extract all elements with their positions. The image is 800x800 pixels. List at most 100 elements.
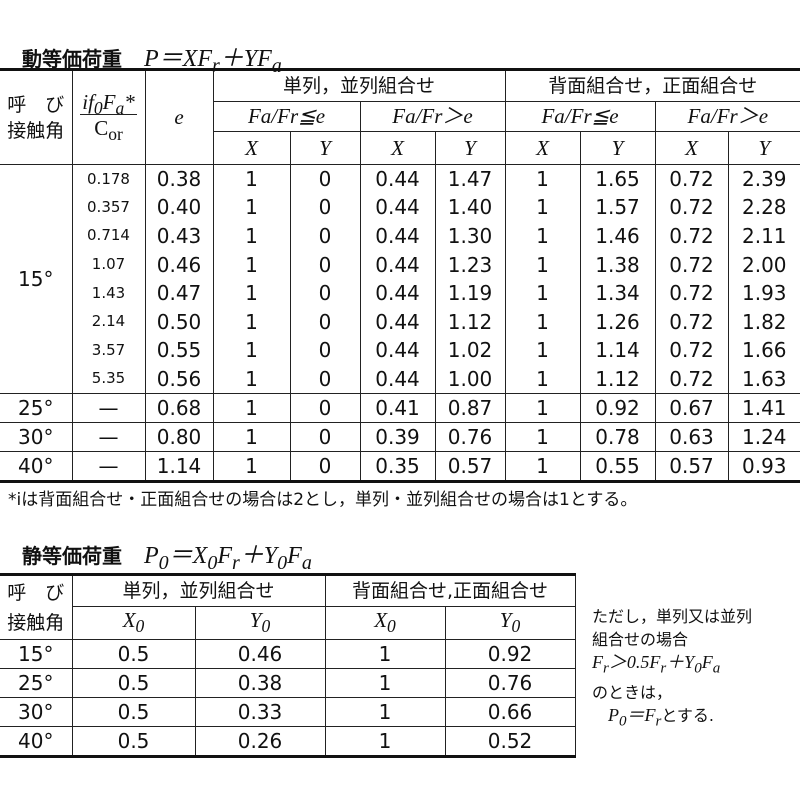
header-back: 背面組合せ，正面組合せ (504, 69, 800, 102)
value-cell: 0.76 (434, 421, 506, 452)
value-cell: 0.72 (654, 193, 729, 222)
header-y: Y (579, 131, 656, 165)
table-row: 40° 0.5 0.26 1 0.52 (0, 726, 576, 757)
value-cell: 0 (289, 250, 361, 279)
value-cell: 1 (212, 278, 291, 308)
header-cond2: Fa/Fr＞e (654, 101, 800, 132)
value-cell: 1.57 (579, 193, 656, 222)
value-cell: 0.5 (71, 639, 196, 669)
table-row: 15° 0.5 0.46 1 0.92 (0, 639, 576, 669)
header-cond2: Fa/Fr＞e (359, 101, 506, 132)
value-cell: 0.44 (359, 364, 436, 394)
value-cell: 1 (212, 364, 291, 394)
header-y0: Y0 (444, 606, 576, 640)
value-cell: 2.00 (727, 250, 800, 279)
value-cell: 0.5 (71, 697, 196, 727)
value-cell: 1.40 (434, 193, 506, 222)
value-cell: 1.38 (579, 250, 656, 279)
dynamic-formula: P＝XFr＋YFa (144, 46, 282, 77)
value-cell: 1 (504, 450, 581, 482)
header-x: X (654, 131, 729, 165)
value-cell: 1.26 (579, 307, 656, 337)
header-x: X (504, 131, 581, 165)
header-angle: 呼 び接触角 (0, 69, 73, 165)
value-cell: 0.38 (194, 668, 326, 698)
value-cell: 1.34 (579, 278, 656, 308)
ratio-cell: 3.57 (72, 336, 146, 365)
value-cell: 0.92 (444, 639, 576, 669)
angle-cell: 25° (0, 392, 73, 423)
ratio-cell: 0.178 (71, 164, 146, 194)
value-cell: 1.14 (144, 450, 214, 482)
static-formula: P0＝X0Fr＋Y0Fa (144, 543, 312, 574)
value-cell: 1 (212, 193, 291, 222)
note-formula: Fr＞0.5Fr＋Y0Fa (592, 652, 721, 677)
value-cell: 1.24 (727, 421, 800, 452)
ratio-cell: 1.43 (72, 278, 146, 308)
footnote: *iは背面組合せ・正面組合せの場合は2とし，単列・並列組合せの場合は1とする。 (8, 490, 638, 510)
static-title-text: 静等価荷重 (22, 544, 122, 568)
angle-cell: 15° (0, 164, 73, 394)
value-cell: 0.93 (727, 450, 800, 482)
value-cell: 1 (504, 307, 581, 337)
value-cell: 1 (504, 221, 581, 251)
value-cell: 0.57 (654, 450, 729, 482)
value-cell: 0.44 (359, 164, 436, 194)
table-row: 5.35 0.56 1 0 0.44 1.00 1 1.12 0.72 1.63 (0, 364, 800, 394)
value-cell: 0.44 (359, 336, 436, 365)
value-cell: 0 (289, 421, 361, 452)
header-x0: X0 (72, 606, 196, 640)
header-angle: 呼 び接触角 (0, 574, 73, 640)
dynamic-load-title: 動等価荷重 P＝XFr＋YFa (22, 38, 282, 78)
value-cell: 1 (212, 164, 291, 194)
value-cell: 1.41 (727, 392, 800, 423)
value-cell: 0.41 (359, 392, 436, 423)
value-cell: 1 (504, 336, 581, 365)
angle-cell: 15° (0, 639, 73, 669)
value-cell: 0.76 (444, 668, 576, 698)
value-cell: 0.72 (654, 221, 729, 251)
header-y: Y (727, 131, 800, 165)
value-cell: 0.67 (654, 392, 729, 423)
value-cell: 0.5 (71, 726, 196, 757)
value-cell: 0.39 (359, 421, 436, 452)
note-line: のときは， (592, 682, 673, 702)
value-cell: 0.35 (359, 450, 436, 482)
value-cell: 1 (504, 392, 581, 423)
value-cell: 1.82 (727, 307, 800, 337)
value-cell: 1 (504, 278, 581, 308)
value-cell: 0 (289, 364, 361, 394)
value-cell: 1 (504, 164, 581, 194)
value-cell: 1.47 (434, 164, 506, 194)
value-cell: 0 (289, 336, 361, 365)
ratio-cell: 0.357 (72, 193, 146, 222)
value-cell: 0 (289, 164, 361, 194)
value-cell: 1.93 (727, 278, 800, 308)
ratio-cell: 5.35 (72, 364, 146, 394)
angle-cell: 40° (0, 726, 73, 757)
value-cell: 1 (504, 421, 581, 452)
table-row: 1.43 0.47 1 0 0.44 1.19 1 1.34 0.72 1.93 (0, 278, 800, 308)
value-cell: 0.44 (359, 307, 436, 337)
table-row: 0.357 0.40 1 0 0.44 1.40 1 1.57 0.72 2.28 (0, 193, 800, 222)
value-cell: 0.50 (144, 307, 214, 337)
table-row: 25° —0.68 1 0 0.41 0.87 1 0.92 0.67 1.41 (0, 392, 800, 423)
header-cond1: Fa/Fr≦e (504, 101, 656, 132)
value-cell: 0.92 (579, 392, 656, 423)
dynamic-title-text: 動等価荷重 (22, 47, 122, 71)
header-x: X (213, 131, 291, 165)
value-cell: 1 (324, 697, 446, 727)
value-cell: 0 (289, 392, 361, 423)
value-cell: 0.56 (144, 364, 214, 394)
value-cell: 0.87 (434, 392, 506, 423)
value-cell: 0.55 (144, 336, 214, 365)
value-cell: 1.66 (727, 336, 800, 365)
angle-cell: 30° (0, 421, 73, 452)
table-row: 30° —0.80 1 0 0.39 0.76 1 0.78 0.63 1.24 (0, 421, 800, 452)
value-cell: 1 (212, 250, 291, 279)
value-cell: 1 (324, 668, 446, 698)
header-single: 単列，並列組合せ (71, 574, 326, 607)
value-cell: 1.02 (434, 336, 506, 365)
value-cell: 1 (504, 364, 581, 394)
value-cell: 1.19 (434, 278, 506, 308)
